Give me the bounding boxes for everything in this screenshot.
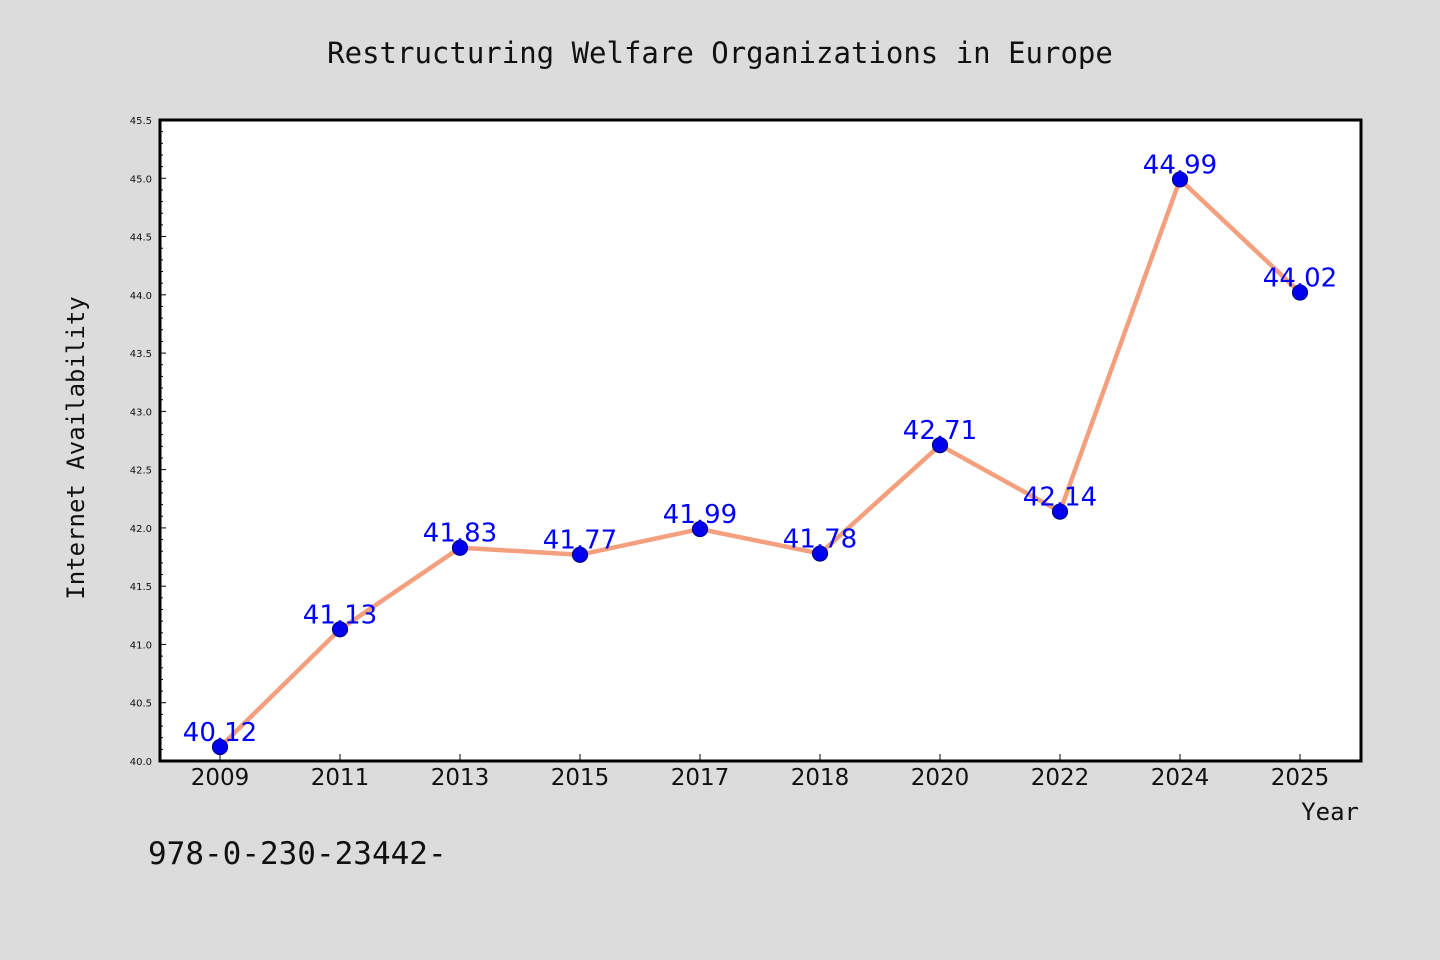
y-tick-label: 43.0 xyxy=(130,407,152,418)
data-label: 42.14 xyxy=(1023,483,1097,513)
y-axis-label: Internet Availability xyxy=(62,296,90,599)
data-label: 44.99 xyxy=(1143,150,1217,180)
x-axis: 2009 2011 2013 2015 2017 2018 2020 2022 2024 2025 xyxy=(191,754,1330,791)
data-point xyxy=(451,539,469,556)
data-label: 41.78 xyxy=(783,525,857,555)
x-axis-label: Year xyxy=(1301,798,1359,826)
y-tick-label: 44.0 xyxy=(130,291,152,302)
y-tick-label: 43.5 xyxy=(130,349,152,360)
data-point xyxy=(1051,503,1069,520)
y-tick-label: 41.0 xyxy=(130,640,152,651)
x-tick-label: 2024 xyxy=(1151,765,1210,791)
x-tick-label: 2022 xyxy=(1031,765,1090,791)
data-point xyxy=(1291,284,1309,301)
data-point xyxy=(931,437,949,454)
y-tick-label: 42.5 xyxy=(130,466,152,477)
y-tick-label: 41.5 xyxy=(130,582,152,593)
y-tick-label: 45.5 xyxy=(130,116,152,127)
plot-area xyxy=(160,120,1361,761)
data-label: 41.83 xyxy=(423,519,497,549)
y-axis: 40.0 40.5 41.0 41.5 42.0 42.5 43.0 43.5 44.0 44.5… xyxy=(130,116,166,768)
data-label: 41.77 xyxy=(543,526,617,556)
data-point xyxy=(811,545,829,562)
data-label: 40.12 xyxy=(183,718,257,748)
y-tick-label: 40.0 xyxy=(130,757,152,768)
data-labels: 40.12 41.13 41.83 41.77 41.99 41.78 42.71 42.14… xyxy=(183,150,1337,748)
x-tick-label: 2020 xyxy=(911,765,970,791)
data-markers xyxy=(211,171,1309,756)
series-line xyxy=(217,177,1303,750)
x-tick-label: 2018 xyxy=(791,765,850,791)
data-label: 41.99 xyxy=(663,500,737,530)
y-tick-label: 45.0 xyxy=(130,174,152,185)
data-point xyxy=(211,738,229,756)
data-point xyxy=(1171,171,1189,188)
y-tick-label: 42.0 xyxy=(130,524,152,535)
data-point xyxy=(331,621,349,638)
data-label: 41.13 xyxy=(303,600,377,630)
data-label: 44.02 xyxy=(1263,263,1337,293)
x-tick-label: 2017 xyxy=(671,765,730,791)
x-tick-label: 2013 xyxy=(431,765,490,791)
x-tick-label: 2025 xyxy=(1271,765,1330,791)
data-point xyxy=(571,546,589,563)
x-tick-label: 2009 xyxy=(191,765,250,791)
footer-isbn-text: 978-0-230-23442- xyxy=(148,836,447,872)
plot-frame xyxy=(158,118,1363,763)
y-tick-label: 44.5 xyxy=(130,233,152,244)
x-tick-label: 2011 xyxy=(311,765,370,791)
y-tick-label: 40.5 xyxy=(130,699,152,710)
x-tick-label: 2015 xyxy=(551,765,610,791)
chart-title: Restructuring Welfare Organizations in E… xyxy=(327,36,1113,70)
data-point xyxy=(691,520,709,538)
data-label: 42.71 xyxy=(903,416,977,446)
